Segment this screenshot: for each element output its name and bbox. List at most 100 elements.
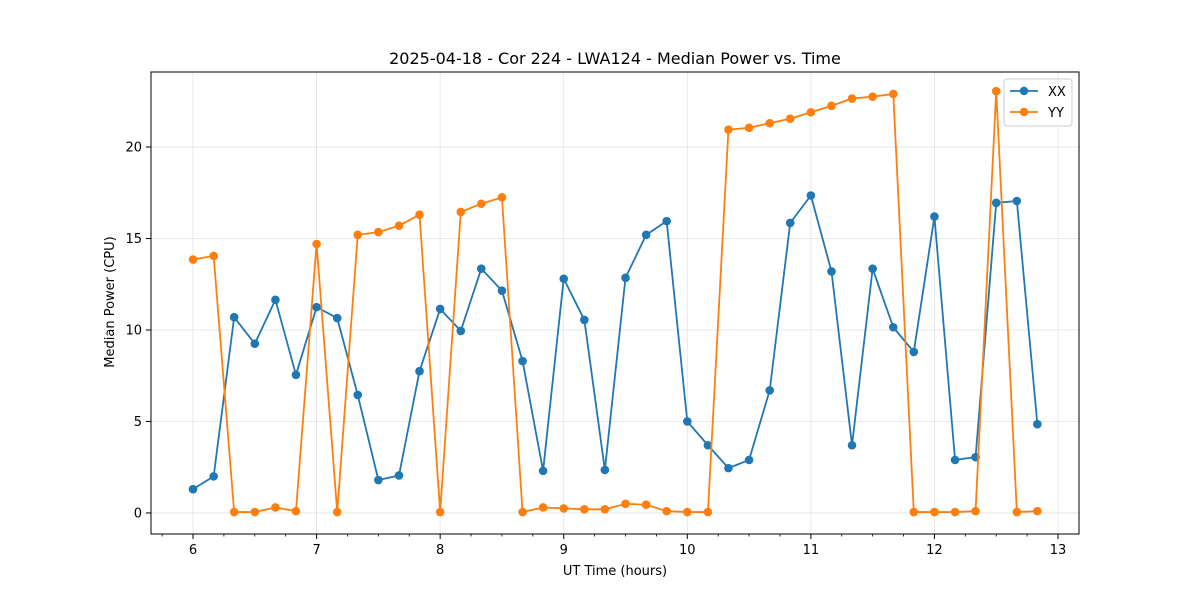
x-tick-label: 6	[189, 543, 197, 558]
data-point-xx	[950, 455, 960, 465]
data-point-yy	[682, 507, 692, 517]
data-point-xx	[559, 274, 569, 284]
data-point-yy	[1012, 507, 1022, 517]
legend-label-xx: XX	[1048, 85, 1066, 100]
y-tick-label: 10	[125, 323, 142, 338]
data-point-yy	[435, 507, 445, 517]
x-axis-label: UT Time (hours)	[563, 564, 667, 579]
data-point-xx	[497, 286, 507, 295]
data-point-yy	[209, 251, 218, 261]
legend-marker-yy	[1019, 107, 1029, 117]
x-tick-label: 8	[436, 543, 444, 558]
data-point-xx	[785, 218, 795, 228]
x-tick-label: 7	[312, 543, 320, 558]
axis-ticks: 6 7 8 9 10 11 12 13 0 5 10 15 20	[125, 141, 1066, 558]
series-xx	[188, 191, 1042, 494]
data-point-yy	[188, 255, 198, 264]
data-point-xx	[538, 466, 548, 476]
data-point-xx	[600, 465, 610, 475]
data-point-yy	[580, 504, 589, 514]
data-point-yy	[641, 500, 651, 510]
x-tick-label: 10	[679, 543, 696, 558]
data-point-yy	[703, 507, 713, 517]
y-axis-label: Median Power (CPU)	[103, 236, 118, 367]
data-point-xx	[621, 273, 630, 283]
data-point-yy	[724, 125, 733, 134]
legend-entry-yy: YY	[1010, 106, 1064, 121]
data-point-xx	[662, 216, 671, 226]
data-point-xx	[374, 475, 383, 485]
y-tick-label: 0	[134, 506, 142, 521]
data-point-yy	[806, 107, 816, 117]
data-point-yy	[909, 507, 919, 517]
data-point-xx	[1033, 419, 1042, 429]
data-point-yy	[827, 101, 836, 111]
data-point-xx	[394, 471, 404, 480]
x-tick-label: 12	[926, 543, 943, 558]
data-point-xx	[724, 463, 733, 473]
data-point-xx	[909, 347, 919, 357]
legend-entry-xx: XX	[1010, 85, 1066, 100]
data-point-yy	[621, 499, 630, 509]
grid-lines	[151, 72, 1079, 534]
data-point-yy	[868, 92, 877, 102]
data-point-yy	[518, 507, 527, 517]
data-point-yy	[662, 506, 671, 516]
series-line-yy	[192, 90, 1038, 513]
data-point-xx	[580, 315, 589, 325]
data-point-xx	[744, 455, 754, 465]
data-point-xx	[332, 313, 342, 323]
data-point-xx	[868, 264, 877, 273]
data-point-xx	[765, 386, 775, 395]
legend-marker-xx	[1019, 86, 1029, 96]
data-point-yy	[291, 506, 301, 516]
data-point-xx	[703, 440, 713, 450]
data-point-yy	[971, 506, 980, 516]
data-point-yy	[476, 199, 486, 209]
y-tick-label: 15	[125, 232, 142, 247]
data-point-yy	[991, 86, 1001, 96]
legend-label-yy: YY	[1047, 106, 1064, 121]
data-point-yy	[559, 504, 569, 513]
data-point-yy	[497, 193, 507, 202]
data-point-yy	[312, 239, 321, 249]
x-tick-label: 9	[560, 543, 568, 558]
y-tick-label: 20	[125, 141, 142, 156]
x-tick-label: 13	[1050, 543, 1067, 558]
data-point-xx	[353, 390, 363, 400]
data-point-xx	[312, 302, 321, 312]
x-tick-label: 11	[803, 543, 820, 558]
data-point-yy	[250, 507, 260, 517]
data-point-xx	[930, 212, 939, 221]
axes-frame	[150, 71, 1080, 535]
series-layer	[188, 86, 1042, 517]
data-point-yy	[353, 230, 363, 240]
data-point-yy	[374, 227, 383, 237]
data-point-xx	[188, 484, 198, 494]
data-point-yy	[888, 89, 898, 99]
data-point-yy	[847, 94, 857, 103]
data-point-xx	[456, 326, 466, 336]
data-point-xx	[806, 191, 816, 200]
data-point-yy	[600, 504, 610, 514]
data-point-yy	[765, 118, 775, 128]
chart-title: 2025-04-18 - Cor 224 - LWA124 - Median P…	[389, 49, 841, 68]
data-point-yy	[950, 507, 960, 517]
data-point-xx	[682, 417, 692, 426]
data-point-yy	[415, 210, 424, 220]
data-point-xx	[250, 339, 260, 349]
data-point-yy	[538, 503, 548, 512]
legend: XX YY	[1003, 78, 1073, 127]
data-point-xx	[415, 366, 424, 376]
data-point-xx	[991, 198, 1001, 208]
data-point-yy	[229, 507, 239, 517]
data-point-xx	[209, 472, 218, 481]
data-point-yy	[744, 123, 754, 133]
data-point-xx	[827, 267, 836, 276]
data-point-xx	[229, 312, 239, 322]
data-point-yy	[332, 507, 342, 517]
data-point-xx	[435, 304, 445, 314]
data-point-xx	[641, 230, 651, 240]
